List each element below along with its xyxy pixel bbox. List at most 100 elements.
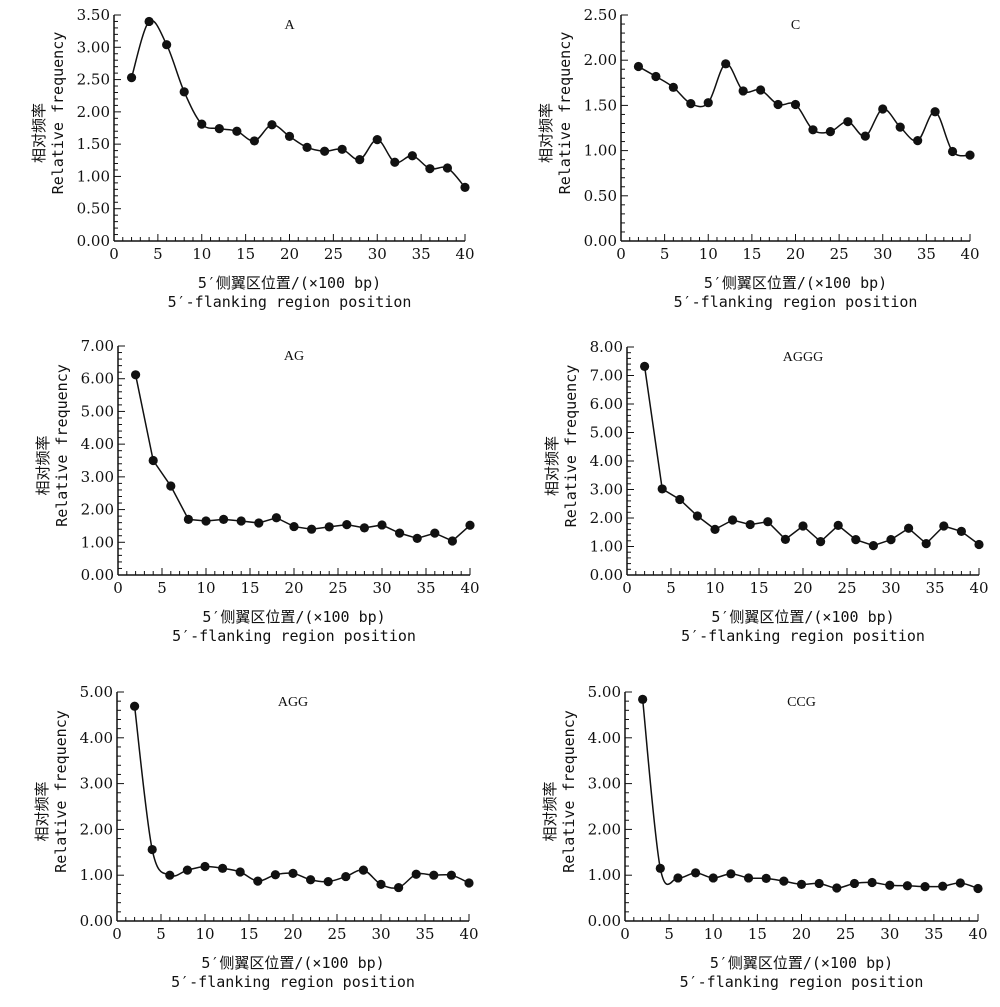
data-point [779, 876, 789, 886]
x-tick-label: 30 [873, 245, 892, 263]
data-point [395, 528, 405, 538]
data-point [288, 868, 298, 878]
data-point [878, 104, 888, 114]
x-tick-label: 20 [284, 579, 303, 597]
chart-title: AGG [278, 695, 308, 710]
x-tick-label: 15 [742, 245, 761, 263]
data-point [938, 881, 948, 891]
data-point [342, 520, 352, 530]
y-tick-label: 5.00 [588, 683, 621, 701]
y-axis-label-en: Relative frequency [560, 710, 578, 873]
data-point [306, 875, 316, 885]
data-point [638, 694, 648, 704]
data-point [947, 146, 958, 157]
x-axis-label-cn: 5′侧翼区位置/(×100 bp) [711, 608, 894, 626]
data-point [738, 86, 748, 96]
x-axis-label-en: 5′-flanking region position [168, 293, 412, 311]
y-tick-label: 8.00 [590, 338, 623, 356]
data-point [166, 481, 176, 491]
x-tick-label: 20 [280, 245, 299, 263]
data-point [358, 865, 368, 875]
x-tick-label: 0 [622, 579, 632, 597]
data-point [182, 865, 192, 875]
x-tick-label: 0 [616, 245, 626, 263]
chart-aggg: 0 5 10 15 20 25 30 35 40 0.00 1.00 2.00 3.00 4.00 5.00… [543, 338, 989, 645]
y-tick-label: 2.00 [588, 820, 621, 838]
x-tick-label: 35 [924, 925, 943, 943]
x-axis-label-cn: 5′侧翼区位置/(×100 bp) [198, 274, 381, 292]
y-tick-label: 1.00 [584, 142, 617, 160]
y-tick-label: 1.00 [80, 866, 113, 884]
data-point [673, 873, 683, 883]
data-point [849, 878, 860, 889]
data-point [253, 876, 263, 886]
y-tick-label: 0.00 [590, 566, 623, 584]
data-point [686, 98, 696, 109]
chart-title: AGGG [783, 350, 823, 365]
data-point [808, 125, 818, 135]
data-point [430, 528, 440, 538]
data-point [407, 151, 417, 161]
x-axis-label-cn: 5′侧翼区位置/(×100 bp) [704, 274, 887, 292]
y-axis-label-en: Relative frequency [52, 710, 70, 873]
x-tick-label: 20 [786, 245, 805, 263]
data-point [323, 877, 333, 887]
chart-c: 0 5 10 15 20 25 30 35 40 0.00 0.50 1.00 1.50 2.00 2.50… [537, 6, 980, 311]
data-point [904, 523, 914, 533]
data-point [464, 878, 474, 888]
x-tick-label: 20 [283, 925, 302, 943]
x-tick-label: 10 [196, 579, 215, 597]
data-point [179, 87, 189, 97]
x-axis-label-en: 5′-flanking region position [172, 627, 416, 645]
y-tick-label: 0.00 [81, 566, 114, 584]
x-tick-label: 0 [112, 925, 122, 943]
x-axis-label-cn: 5′侧翼区位置/(×100 bp) [202, 608, 385, 626]
data-point [965, 150, 975, 160]
data-point [796, 879, 807, 889]
data-point [372, 135, 382, 145]
chart-ccg: 0 5 10 15 20 25 30 35 40 0.00 1.00 2.00 3.00 4.00 5.00… [541, 683, 988, 991]
y-tick-label: 1.00 [77, 167, 110, 185]
y-tick-label: 6.00 [590, 395, 623, 413]
data-point [655, 863, 665, 873]
y-tick-label: 7.00 [81, 337, 114, 355]
y-tick-label: 0.00 [588, 912, 621, 930]
data-point [337, 144, 347, 154]
data-point [219, 514, 229, 524]
data-point [359, 523, 369, 533]
data-point [930, 107, 940, 117]
x-tick-label: 25 [836, 925, 855, 943]
x-tick-label: 10 [699, 245, 718, 263]
data-point [867, 877, 877, 888]
chart-agg: 0 5 10 15 20 25 30 35 40 0.00 1.00 2.00 3.00 4.00 5.00… [33, 683, 479, 991]
data-point [236, 516, 246, 526]
x-tick-label: 0 [109, 245, 119, 263]
data-point [973, 883, 983, 894]
data-point [394, 882, 404, 893]
y-tick-label: 0.00 [80, 912, 113, 930]
x-tick-label: 20 [793, 579, 812, 597]
data-point [165, 870, 175, 880]
x-tick-label: 5 [157, 579, 167, 597]
data-point [692, 511, 703, 521]
x-tick-label: 40 [969, 579, 988, 597]
y-tick-label: 3.00 [81, 468, 114, 486]
data-point [814, 878, 824, 889]
x-tick-label: 40 [455, 245, 474, 263]
data-point [446, 870, 456, 880]
y-tick-label: 0.00 [77, 232, 110, 250]
x-tick-label: 10 [705, 579, 724, 597]
data-point [460, 182, 470, 193]
data-point [633, 61, 644, 72]
data-point [913, 136, 923, 146]
y-tick-label: 4.00 [588, 729, 621, 747]
data-point [773, 99, 783, 110]
x-tick-label: 35 [412, 245, 431, 263]
data-point [790, 99, 801, 110]
data-point [126, 73, 137, 83]
data-point [703, 98, 713, 108]
data-point [465, 520, 475, 530]
data-point [895, 122, 905, 132]
y-tick-label: 0.50 [77, 200, 110, 218]
y-tick-label: 2.00 [584, 51, 617, 69]
